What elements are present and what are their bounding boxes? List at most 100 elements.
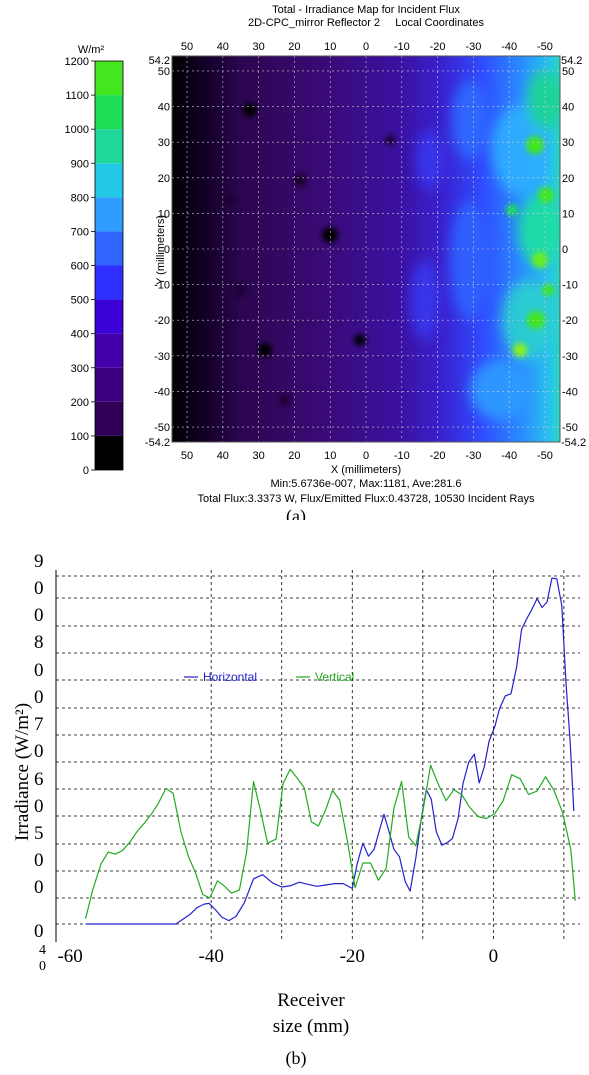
colorbar-band-800	[95, 163, 123, 198]
profile-y-tick-label: 0	[34, 741, 44, 762]
map-stats-line-2: Total Flux:3.3373 W, Flux/Emitted Flux:0…	[198, 493, 535, 505]
map-y-extent-bottom-right: -54.2	[561, 437, 586, 449]
colorbar-band-400	[95, 299, 123, 334]
map-x-tick-bottom: -40	[501, 450, 517, 462]
map-y-tick-left: -10	[154, 280, 170, 292]
map-frame	[171, 55, 561, 443]
map-y-ticks-left: 50 40 30 20 10 0 -10 -20 -30 -40 -50	[154, 66, 170, 434]
map-y-tick-left: 0	[164, 244, 170, 256]
map-x-tick-top: 50	[181, 41, 193, 53]
map-title-line-2: 2D-CPC_mirror Reflector 2 Local Coordina…	[248, 17, 484, 29]
map-y-tick-left: 20	[158, 173, 170, 185]
profile-y-tick-label: 0	[34, 605, 44, 626]
profile-x-tick-label: -40	[199, 946, 224, 967]
map-y-ticks-right: 50 40 30 20 10 0 -10 -20 -30 -40 -50	[562, 66, 578, 434]
profile-y-tick-label: 9	[34, 551, 44, 572]
map-gridlines	[172, 56, 560, 442]
map-x-tick-top: 20	[288, 41, 300, 53]
colorbar-band-100	[95, 401, 123, 436]
colorbar-tick-label: 0	[83, 465, 89, 477]
map-x-tick-top: -50	[537, 41, 553, 53]
colorbar-tick-label: 200	[71, 397, 89, 409]
map-title-line-1: Total - Irradiance Map for Incident Flux	[272, 4, 460, 16]
map-y-tick-right: 50	[562, 66, 574, 78]
profile-gridlines	[56, 570, 580, 940]
colorbar-band-700	[95, 197, 123, 232]
map-x-tick-bottom: 30	[252, 450, 264, 462]
map-y-tick-right: 0	[562, 244, 568, 256]
profile-x-tick-label: 0	[489, 946, 499, 967]
colorbar-tick-label: 800	[71, 192, 89, 204]
map-stats-line-1: Min:5.6736e-007, Max:1181, Ave:281.6	[270, 478, 461, 490]
legend-label-horizontal: Horizontal	[203, 670, 257, 684]
map-ylabel: Y (millimeters)	[155, 215, 167, 285]
colorbar-tick-label: 1100	[65, 90, 89, 102]
profile-x-tick-label: -20	[340, 946, 365, 967]
irradiance-profile-figure: 9 0 0 8 0 0 7 0 6 0 5 0 0 0 4 0 -60 -40 -20 0 Irradiance…	[12, 551, 580, 1069]
series-line-horizontal	[85, 577, 575, 925]
map-y-tick-left: -40	[154, 386, 170, 398]
map-x-tick-top: 10	[324, 41, 336, 53]
profile-y-tick-label: 0	[34, 796, 44, 817]
colorbar-tick-label: 600	[71, 261, 89, 273]
map-xlabel: X (millimeters)	[331, 464, 401, 476]
map-y-tick-left: 40	[158, 102, 170, 114]
profile-y-tick-label: 0	[34, 850, 44, 871]
colorbar-band-900	[95, 129, 123, 164]
profile-xlabel-line-1: Receiver	[277, 990, 345, 1011]
colorbar-band-200	[95, 367, 123, 402]
profile-y-tick-label: 6	[34, 769, 44, 790]
profile-y-fragment-2: 0	[39, 959, 46, 974]
colorbar-tick-label: 300	[71, 363, 89, 375]
profile-y-tick-label: 5	[34, 823, 44, 844]
profile-y-tick-label: 0	[34, 578, 44, 599]
map-x-tick-bottom: 20	[288, 450, 300, 462]
map-y-tick-left: 50	[158, 66, 170, 78]
map-x-tick-bottom: -20	[430, 450, 446, 462]
map-x-tick-bottom: -50	[537, 450, 553, 462]
panel-label-b: (b)	[286, 1048, 307, 1069]
map-y-tick-left: -50	[154, 422, 170, 434]
map-x-ticks-bottom: 50 40 30 20 10 0 -10 -20 -30 -40 -50	[181, 450, 553, 462]
map-x-tick-top: 40	[217, 41, 229, 53]
irradiance-map	[172, 56, 560, 442]
map-y-extent-top-left: 54.2	[149, 55, 170, 67]
map-x-tick-bottom: 10	[324, 450, 336, 462]
map-y-tick-left: -20	[154, 315, 170, 327]
map-x-ticks-top: 50 40 30 20 10 0 -10 -20 -30 -40 -50	[181, 41, 553, 53]
colorbar-band-1000	[95, 95, 123, 130]
colorbar-tick-label: 100	[71, 431, 89, 443]
colorbar-band-600	[95, 231, 123, 266]
map-y-extent-bottom-left: -54.2	[145, 437, 170, 449]
map-x-tick-top: 30	[252, 41, 264, 53]
map-x-tick-bottom: 50	[181, 450, 193, 462]
colorbar-tick-label: 500	[71, 295, 89, 307]
map-y-tick-right: 30	[562, 137, 574, 149]
profile-x-tick-label: -60	[57, 946, 82, 967]
colorbar-tick-label: 1200	[65, 56, 89, 68]
profile-x-ticks: -60 -40 -20 0	[57, 946, 498, 967]
profile-y-tick-label: 7	[34, 714, 44, 735]
colorbar-tick-label: 1000	[65, 124, 89, 136]
profile-y-tick-label: 0	[34, 687, 44, 708]
colorbar-tick-label: 400	[71, 329, 89, 341]
map-x-tick-bottom: 0	[363, 450, 369, 462]
map-x-tick-bottom: -30	[465, 450, 481, 462]
colorbar-band-1100	[95, 61, 123, 96]
irradiance-map-figure: Total - Irradiance Map for Incident Flux…	[65, 4, 587, 520]
profile-xlabel-line-2: size (mm)	[273, 1016, 350, 1037]
map-y-tick-left: -30	[154, 351, 170, 363]
map-x-tick-top: -40	[501, 41, 517, 53]
legend-label-vertical: Vertical	[315, 670, 354, 684]
map-x-tick-bottom: -10	[394, 450, 410, 462]
series-line-vertical	[85, 764, 576, 919]
map-y-tick-right: 10	[562, 208, 574, 220]
map-x-tick-top: -10	[394, 41, 410, 53]
map-x-tick-top: 0	[363, 41, 369, 53]
map-x-tick-top: -20	[430, 41, 446, 53]
colorbar-tick-label: 700	[71, 226, 89, 238]
map-y-tick-right: -40	[562, 386, 578, 398]
profile-lines	[85, 577, 576, 925]
profile-y-tick-label: 0	[34, 877, 44, 898]
map-y-tick-right: 20	[562, 173, 574, 185]
